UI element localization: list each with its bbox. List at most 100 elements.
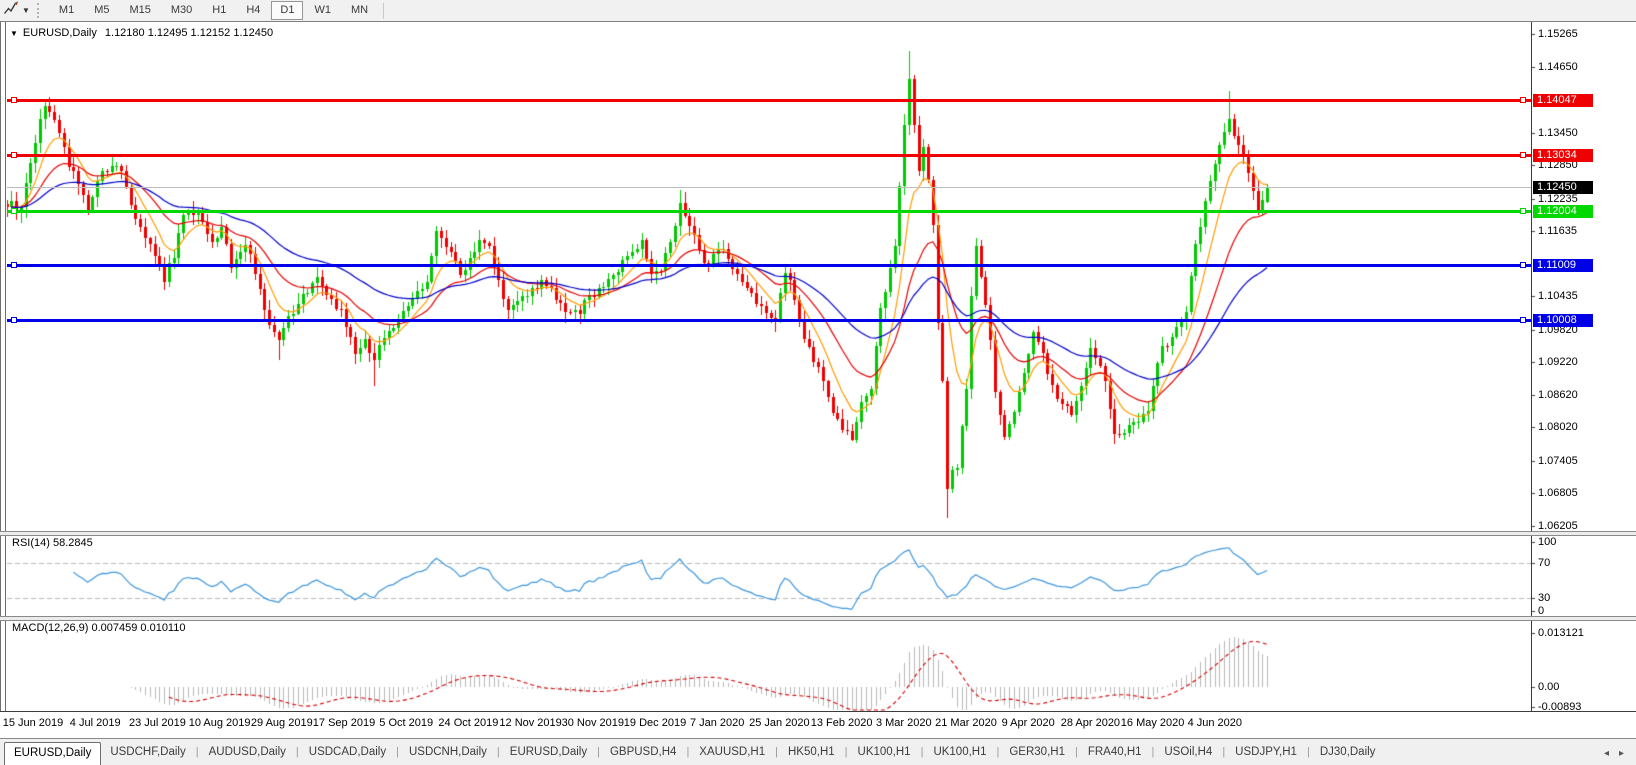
tab-separator: | xyxy=(920,746,924,758)
tab-usdjpy-h1[interactable]: USDJPY,H1 xyxy=(1235,746,1297,758)
tab-separator: | xyxy=(597,746,600,758)
hline-handle[interactable] xyxy=(11,262,17,268)
rsi-indicator-label: RSI(14) 58.2845 xyxy=(12,537,93,549)
timeframe-button-h1[interactable]: H1 xyxy=(203,1,235,20)
hline-price-label: 1.10008 xyxy=(1533,314,1593,327)
timeframe-button-w1[interactable]: W1 xyxy=(305,1,340,20)
price-axis-tick: 1.14650 xyxy=(1538,61,1578,73)
timeframe-button-m15[interactable]: M15 xyxy=(120,1,159,20)
drawing-cursor-icon xyxy=(3,1,20,20)
timeframe-button-h4[interactable]: H4 xyxy=(237,1,269,20)
tab-hk50-h1[interactable]: HK50,H1 xyxy=(787,746,835,758)
tab-separator: | xyxy=(686,746,690,758)
rsi-axis-tick: 100 xyxy=(1538,536,1557,548)
panel-splitter-macd[interactable] xyxy=(0,616,1636,621)
tab-usdcnh-daily[interactable]: USDCNH,Daily xyxy=(408,746,487,758)
timeframe-button-mn[interactable]: MN xyxy=(342,1,377,20)
tab-separator: | xyxy=(775,746,778,758)
panel-splitter-rsi[interactable] xyxy=(0,531,1636,536)
chart-title: ▼ EURUSD,Daily 1.12180 1.12495 1.12152 1.1… xyxy=(10,27,273,39)
hline-object-1.14047[interactable] xyxy=(7,99,1531,102)
tab-uk100-h1[interactable]: UK100,H1 xyxy=(933,746,987,758)
hline-object-1.12004[interactable] xyxy=(7,210,1531,213)
date-axis-label: 24 Oct 2019 xyxy=(438,717,499,729)
hline-handle[interactable] xyxy=(1520,152,1526,158)
tab-separator: | xyxy=(996,746,1000,758)
hline-handle[interactable] xyxy=(1520,317,1526,323)
price-axis-tick: 1.09220 xyxy=(1538,356,1578,368)
hline-handle[interactable] xyxy=(11,208,17,214)
date-axis-label: 4 Jul 2019 xyxy=(69,717,121,729)
tab-separator: | xyxy=(496,746,500,758)
date-axis: 15 Jun 2019 4 Jul 2019 23 Jul 2019 10 Aug 2… xyxy=(0,711,1636,738)
hline-price-label: 1.13034 xyxy=(1533,149,1593,162)
timeframe-button-m30[interactable]: M30 xyxy=(162,1,201,20)
hline-handle[interactable] xyxy=(11,152,17,158)
date-axis-label: 28 Apr 2020 xyxy=(1060,717,1121,729)
hline-price-label: 1.14047 xyxy=(1533,94,1593,107)
hline-handle[interactable] xyxy=(1520,208,1526,214)
hline-handle[interactable] xyxy=(11,317,17,323)
tab-ger30-h1[interactable]: GER30,H1 xyxy=(1009,746,1065,758)
macd-indicator-label: MACD(12,26,9) 0.007459 0.010110 xyxy=(12,622,186,634)
rsi-axis-tick: 30 xyxy=(1538,592,1551,604)
tab-scroll-right-icon[interactable]: ▸ xyxy=(1618,748,1624,759)
tab-separator: | xyxy=(295,746,299,758)
tab-separator: | xyxy=(844,746,848,758)
drawing-tool-button[interactable]: ▼ xyxy=(0,1,33,20)
chart-symbol-timeframe: EURUSD,Daily xyxy=(22,27,97,39)
date-axis-label: 12 Nov 2019 xyxy=(499,717,562,729)
price-axis-tick: 1.06205 xyxy=(1538,520,1578,532)
toolbar-grip[interactable] xyxy=(36,3,43,18)
symbol-dropdown-icon[interactable]: ▼ xyxy=(10,29,18,38)
tab-gbpusd-h4[interactable]: GBPUSD,H4 xyxy=(609,746,677,758)
date-axis-label: 17 Sep 2019 xyxy=(312,717,376,729)
tab-audusd-daily[interactable]: AUDUSD,Daily xyxy=(208,746,286,758)
rsi-axis-tick: 70 xyxy=(1538,557,1551,569)
tab-separator: | xyxy=(1222,746,1226,758)
tab-scroll-left-icon[interactable]: ◂ xyxy=(1603,748,1609,759)
price-axis-tick: 1.07405 xyxy=(1538,455,1578,467)
chart-tabs: EURUSD,Daily USDCHF,Daily | AUDUSD,Daily | US… xyxy=(4,742,1384,765)
tab-separator: | xyxy=(1306,746,1310,758)
tab-usdchf-daily[interactable]: USDCHF,Daily xyxy=(110,746,186,758)
macd-axis-tick: -0.00893 xyxy=(1538,701,1582,713)
chart-tab-bar: EURUSD,Daily USDCHF,Daily | AUDUSD,Daily | US… xyxy=(0,738,1636,765)
date-axis-label: 5 Oct 2019 xyxy=(379,717,434,729)
tab-eurusd-daily[interactable]: EURUSD,Daily xyxy=(509,746,588,758)
price-axis-tick: 1.11635 xyxy=(1538,225,1577,237)
tab-usoil-h4[interactable]: USOil,H4 xyxy=(1164,746,1213,758)
date-axis-label: 16 May 2020 xyxy=(1120,717,1185,729)
price-axis-tick: 1.13450 xyxy=(1538,127,1578,139)
chevron-down-icon[interactable]: ▼ xyxy=(22,6,30,15)
hline-handle[interactable] xyxy=(1520,97,1526,103)
toolbar-separator xyxy=(383,2,385,19)
chart-left-frame xyxy=(0,22,6,711)
current-price-line xyxy=(7,187,1531,188)
hline-price-label: 1.11009 xyxy=(1533,259,1593,272)
timeframe-button-m5[interactable]: M5 xyxy=(85,1,118,20)
date-axis-label: 21 Mar 2020 xyxy=(935,717,997,729)
timeframe-button-d1[interactable]: D1 xyxy=(271,1,304,20)
hline-object-1.13034[interactable] xyxy=(7,154,1531,157)
tab-eurusd-daily[interactable]: EURUSD,Daily xyxy=(4,742,102,765)
hline-handle[interactable] xyxy=(1520,262,1526,268)
date-axis-label: 15 Jun 2019 xyxy=(2,717,64,729)
tab-xauusd-h1[interactable]: XAUUSD,H1 xyxy=(699,746,766,758)
date-axis-label: 4 Jun 2020 xyxy=(1187,717,1243,729)
tab-usdcad-daily[interactable]: USDCAD,Daily xyxy=(308,746,387,758)
timeframe-button-m1[interactable]: M1 xyxy=(50,1,83,20)
chart-ohlc-values: 1.12180 1.12495 1.12152 1.12450 xyxy=(104,27,274,39)
tab-dj30-daily[interactable]: DJ30,Daily xyxy=(1319,746,1376,758)
macd-axis-tick: 0.013121 xyxy=(1538,627,1584,639)
hline-price-label: 1.12004 xyxy=(1533,205,1593,218)
hline-object-1.10008[interactable] xyxy=(7,319,1531,322)
tab-fra40-h1[interactable]: FRA40,H1 xyxy=(1087,746,1142,758)
tab-uk100-h1[interactable]: UK100,H1 xyxy=(857,746,911,758)
price-axis-tick: 1.06805 xyxy=(1538,487,1578,499)
hline-object-1.11009[interactable] xyxy=(7,264,1531,267)
hline-handle[interactable] xyxy=(11,97,17,103)
rsi-axis-tick: 0 xyxy=(1538,605,1545,617)
price-axis-tick: 1.15265 xyxy=(1538,28,1578,40)
